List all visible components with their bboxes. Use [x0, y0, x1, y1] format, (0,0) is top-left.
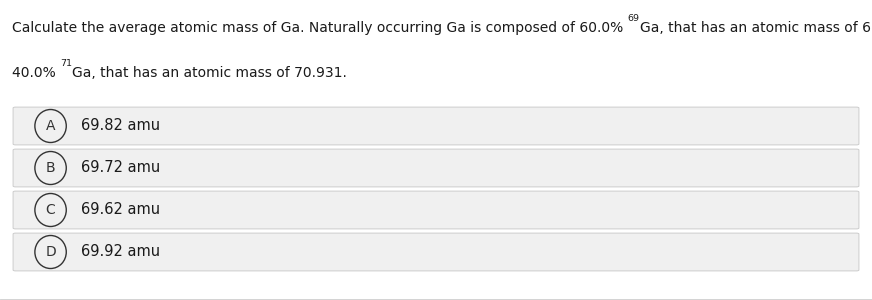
Text: 71: 71: [60, 59, 72, 68]
Text: B: B: [45, 161, 56, 175]
Text: Calculate the average atomic mass of Ga. Naturally occurring Ga is composed of 6: Calculate the average atomic mass of Ga.…: [12, 21, 628, 35]
Text: D: D: [45, 245, 56, 259]
Text: Ga, that has an atomic mass of 68.911, and: Ga, that has an atomic mass of 68.911, a…: [640, 21, 872, 35]
Text: 69.92 amu: 69.92 amu: [81, 244, 160, 260]
FancyBboxPatch shape: [13, 233, 859, 271]
Text: 69.72 amu: 69.72 amu: [81, 160, 160, 175]
Text: Ga, that has an atomic mass of 70.931.: Ga, that has an atomic mass of 70.931.: [72, 66, 347, 80]
Text: C: C: [45, 203, 56, 217]
FancyBboxPatch shape: [13, 107, 859, 145]
Text: 69: 69: [628, 14, 640, 23]
FancyBboxPatch shape: [13, 149, 859, 187]
Text: 69.82 amu: 69.82 amu: [81, 118, 160, 134]
FancyBboxPatch shape: [13, 191, 859, 229]
Text: 40.0%: 40.0%: [12, 66, 60, 80]
Text: 69.62 amu: 69.62 amu: [81, 202, 160, 217]
Text: A: A: [46, 119, 55, 133]
